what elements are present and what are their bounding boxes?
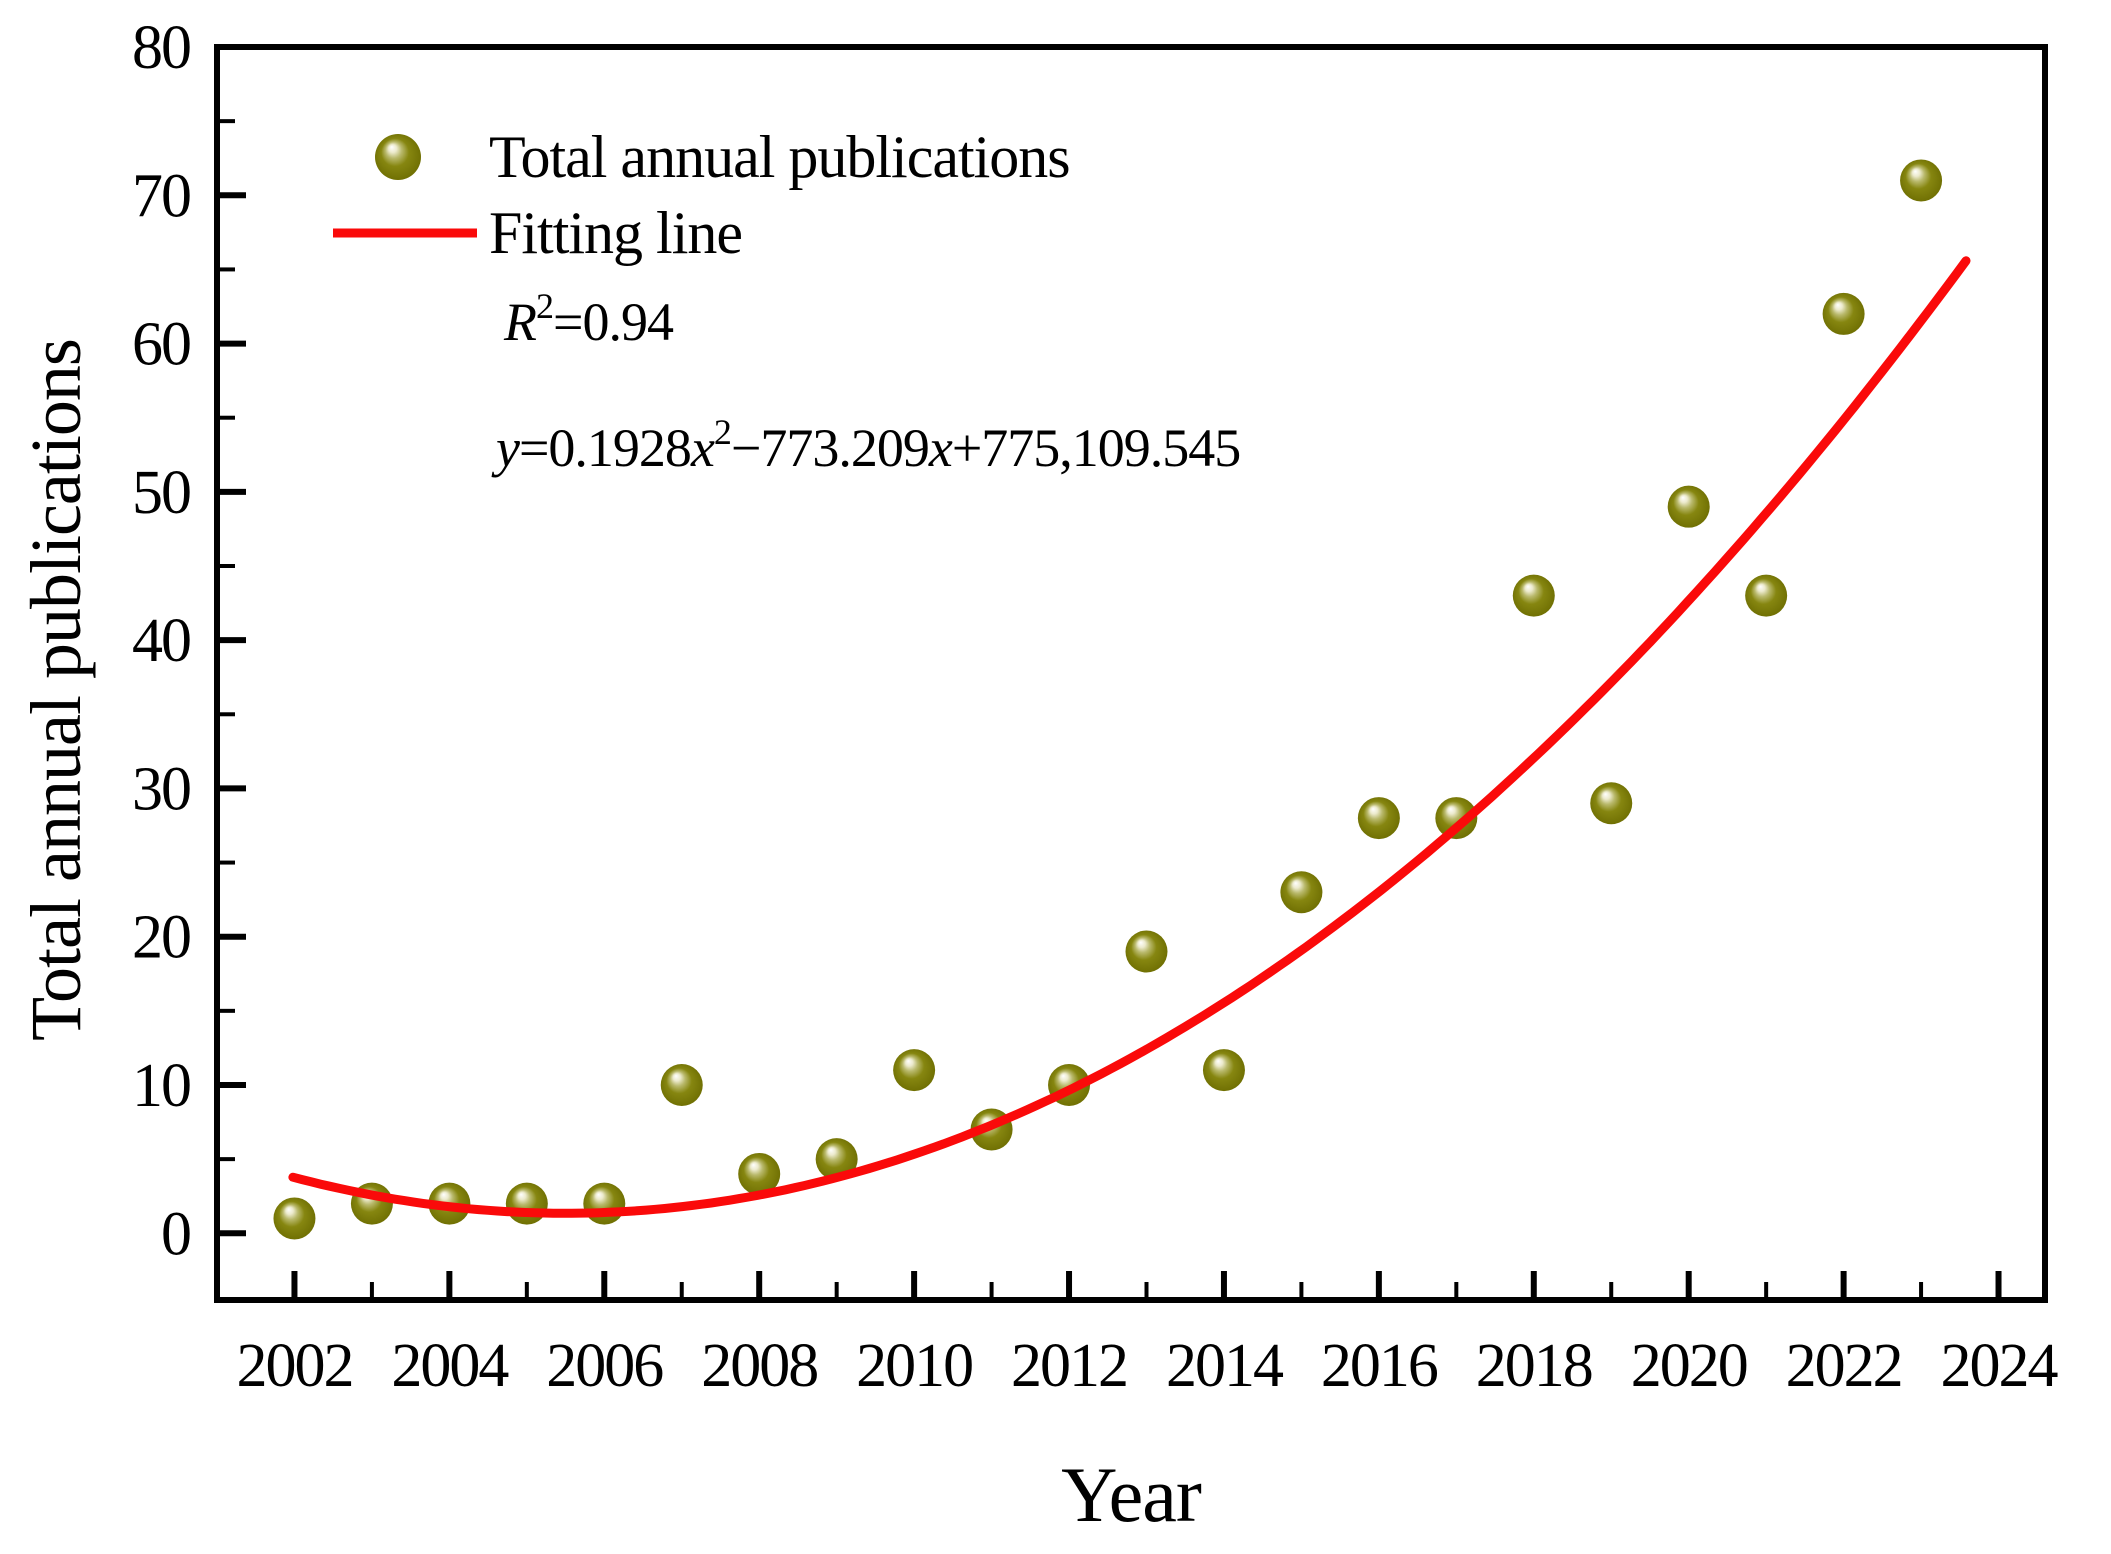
x-tick-label: 2024 <box>1941 1332 2059 1400</box>
data-point-2002 <box>273 1197 316 1240</box>
equation-y: y <box>491 418 520 478</box>
data-point-2018 <box>1512 574 1555 617</box>
data-point-2021 <box>1745 574 1788 617</box>
x-tick-label: 2014 <box>1166 1332 1284 1400</box>
y-tick-label: 80 <box>132 14 190 82</box>
data-point-2013 <box>1125 930 1168 973</box>
plot-border <box>214 44 2048 1303</box>
data-point-2014 <box>1202 1049 1245 1092</box>
x-tick-label: 2008 <box>701 1332 817 1400</box>
x-tick-label: 2010 <box>856 1332 972 1400</box>
y-tick-label: 50 <box>132 459 190 527</box>
y-tick-label: 30 <box>132 755 190 823</box>
data-point-2007 <box>660 1063 703 1106</box>
y-tick-label: 60 <box>132 311 190 379</box>
x-tick-label: 2006 <box>546 1332 663 1400</box>
r-squared-annotation: R2=0.94 <box>503 286 674 352</box>
y-tick-label: 70 <box>132 162 190 230</box>
equation-x2: x <box>928 418 953 478</box>
data-point-2022 <box>1822 292 1865 335</box>
legend-label-fitting-line: Fitting line <box>489 200 742 266</box>
equation-sup: 2 <box>714 412 731 452</box>
x-tick-label: 2020 <box>1631 1332 1747 1400</box>
fit-curve-path <box>288 256 1971 1218</box>
equation-annotation: y=0.1928x2−773.209x+775,109.545 <box>491 412 1240 478</box>
y-axis-title: Total annual publications <box>16 339 96 1041</box>
y-tick-label: 0 <box>161 1200 190 1268</box>
y-tick-label: 20 <box>132 904 190 972</box>
data-point-2009 <box>815 1138 858 1181</box>
x-tick-label: 2004 <box>391 1332 509 1400</box>
r-squared-sup: 2 <box>536 286 553 326</box>
data-point-2016 <box>1357 797 1400 840</box>
data-point-2008 <box>738 1152 781 1195</box>
equation-x1: x <box>690 418 715 478</box>
legend-sphere-icon <box>375 134 421 180</box>
data-point-2006 <box>583 1182 626 1225</box>
plot-frame <box>214 44 2048 1303</box>
legend-label-publications: Total annual publications <box>489 124 1070 190</box>
y-tick-labels: 0 10 20 30 40 50 60 70 80 <box>132 14 192 1268</box>
data-point-2017 <box>1435 797 1478 840</box>
r-squared-var: R <box>503 292 537 352</box>
equation-part3: +775,109.545 <box>952 418 1240 478</box>
x-tick-labels: 2002 2004 2006 2008 2010 2012 2014 2016 2018 2020… <box>236 1332 2060 1400</box>
x-tick-label: 2018 <box>1476 1332 1592 1400</box>
legend: Total annual publications Fitting line <box>333 124 1071 266</box>
equation-part1: =0.1928 <box>519 418 691 478</box>
x-tick-label: 2012 <box>1011 1332 1127 1400</box>
equation-part2: −773.209 <box>731 418 929 478</box>
data-point-2019 <box>1590 782 1633 825</box>
data-point-2020 <box>1667 485 1710 528</box>
x-tick-label: 2002 <box>236 1332 352 1400</box>
x-tick-label: 2022 <box>1786 1332 1902 1400</box>
y-tick-label: 40 <box>132 607 190 675</box>
r-squared-value: =0.94 <box>553 292 674 352</box>
y-tick-label: 10 <box>132 1052 190 1120</box>
x-axis-title: Year <box>1061 1451 1202 1538</box>
data-point-2010 <box>893 1049 936 1092</box>
data-point-2015 <box>1280 871 1323 914</box>
data-point-2023 <box>1900 159 1943 202</box>
x-tick-label: 2016 <box>1321 1332 1438 1400</box>
data-point-2005 <box>505 1182 548 1225</box>
fitting-curve <box>288 256 1971 1218</box>
axis-ticks <box>220 119 2002 1297</box>
